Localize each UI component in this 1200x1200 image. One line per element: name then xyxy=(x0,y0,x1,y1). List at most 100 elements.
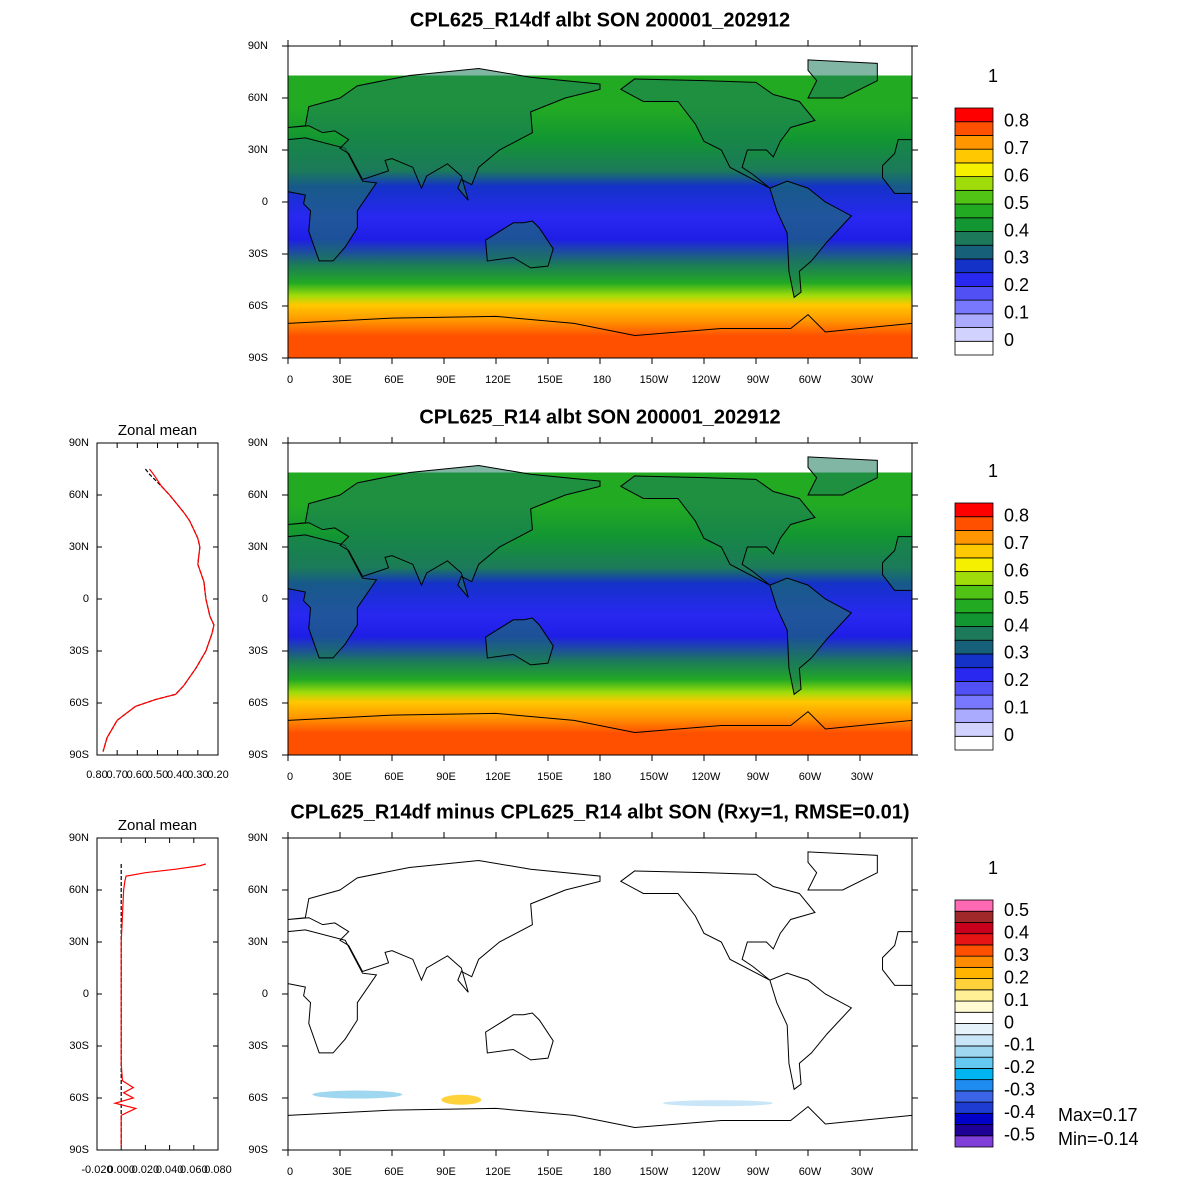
lat-tick-label: 30N xyxy=(248,541,268,553)
coastline xyxy=(287,465,601,598)
colorbar-label: 0.8 xyxy=(1004,505,1029,525)
lat-tick-label: 30S xyxy=(248,1040,268,1052)
lon-tick-label: 120E xyxy=(485,771,511,783)
x-tick-label: 0.70 xyxy=(106,769,127,781)
colorbar-box xyxy=(954,203,994,219)
map-title: CPL625_R14df minus CPL625_R14 albt SON (… xyxy=(290,801,909,823)
colorbar-box xyxy=(954,244,994,260)
colorbar-box xyxy=(954,910,994,923)
x-tick-label: 0.40 xyxy=(167,769,188,781)
lon-tick-label: 30W xyxy=(851,771,874,783)
lon-tick-label: 60W xyxy=(799,1166,822,1178)
lon-tick-label: 120W xyxy=(692,374,721,386)
x-tick-label: 0.20 xyxy=(207,769,228,781)
x-tick-label: 0.000 xyxy=(107,1164,135,1176)
colorbar-label: -0.2 xyxy=(1004,1057,1035,1077)
colorbar-box xyxy=(954,516,994,531)
coastline xyxy=(287,710,913,733)
colorbar-box xyxy=(954,121,994,136)
lon-tick-label: 90W xyxy=(747,771,770,783)
lon-tick-label: 150W xyxy=(640,374,669,386)
chart-title: Zonal mean xyxy=(118,422,197,439)
colorbar-label: 0.3 xyxy=(1004,643,1029,663)
colorbar-label: 0.4 xyxy=(1004,220,1029,240)
colorbar-label: 0.4 xyxy=(1004,922,1029,942)
colorbar-label: 0.1 xyxy=(1004,698,1029,718)
colorbar-label: 0.1 xyxy=(1004,303,1029,323)
colorbar-box xyxy=(954,1112,994,1125)
lon-tick-label: 180 xyxy=(593,771,611,783)
colorbar-box xyxy=(954,189,994,205)
lat-tick-label: 0 xyxy=(262,593,268,605)
lon-tick-label: 30W xyxy=(851,374,874,386)
lat-tick-label: 30N xyxy=(248,144,268,156)
lon-tick-label: 30E xyxy=(332,771,352,783)
lat-tick-label: 60N xyxy=(248,884,268,896)
colorbar-label: -0.5 xyxy=(1004,1125,1035,1145)
colorbar-label: 0.8 xyxy=(1004,110,1029,130)
stat-label: Max=0.17 xyxy=(1058,1105,1138,1125)
lon-tick-label: 90E xyxy=(436,1166,456,1178)
colorbar-units: 1 xyxy=(988,66,998,86)
colorbar-box xyxy=(954,231,994,246)
coastline xyxy=(287,534,378,659)
lon-tick-label: 90E xyxy=(436,374,456,386)
lon-tick-label: 30E xyxy=(332,1166,352,1178)
x-tick-label: 0.80 xyxy=(86,769,107,781)
lat-tick-label: 90S xyxy=(248,352,268,364)
coastline xyxy=(287,137,378,262)
lat-tick-label: 90S xyxy=(248,1144,268,1156)
map-title: CPL625_R14 albt SON 200001_202912 xyxy=(419,406,780,428)
colorbar-box xyxy=(954,272,994,287)
colorbar-box xyxy=(954,1045,994,1058)
colorbar-box xyxy=(954,1101,994,1114)
zonal-line xyxy=(102,468,215,752)
colorbar-box xyxy=(954,899,994,912)
colorbar-box xyxy=(954,966,994,979)
colorbar-box xyxy=(954,1000,994,1013)
colorbar-label: -0.1 xyxy=(1004,1035,1035,1055)
colorbar-label: 0 xyxy=(1004,725,1014,745)
zonal-line xyxy=(112,863,207,1147)
coastline xyxy=(485,1012,554,1061)
diff-patch xyxy=(662,1100,773,1107)
coastline xyxy=(807,456,878,496)
colorbar-box xyxy=(954,1090,994,1103)
x-tick-label: 0.060 xyxy=(180,1164,208,1176)
map-field xyxy=(288,838,912,1150)
colorbar-box xyxy=(954,148,994,164)
colorbar-box xyxy=(954,978,994,991)
colorbar-label: 0.5 xyxy=(1004,588,1029,608)
lon-tick-label: 120W xyxy=(692,771,721,783)
lon-tick-label: 0 xyxy=(287,1166,293,1178)
y-tick-label: 30S xyxy=(69,645,89,657)
lat-tick-label: 60S xyxy=(248,300,268,312)
lat-tick-label: 30S xyxy=(248,645,268,657)
lat-tick-label: 60S xyxy=(248,1092,268,1104)
colorbar-box xyxy=(954,1034,994,1047)
colorbar-label: -0.3 xyxy=(1004,1080,1035,1100)
diff-patch xyxy=(312,1090,403,1099)
lon-tick-label: 60E xyxy=(384,771,404,783)
colorbar-box xyxy=(954,722,994,737)
colorbar-box xyxy=(954,162,994,178)
colorbar-label: 0.3 xyxy=(1004,945,1029,965)
x-tick-label: 0.30 xyxy=(187,769,208,781)
coastline xyxy=(807,59,878,99)
colorbar-box xyxy=(954,176,994,191)
colorbar-box xyxy=(954,989,994,1002)
coastline xyxy=(287,313,913,336)
colorbar-label: 0 xyxy=(1004,330,1014,350)
lon-tick-label: 120E xyxy=(485,374,511,386)
colorbar-box xyxy=(954,107,994,123)
x-tick-label: 0.60 xyxy=(127,769,148,781)
colorbar-box xyxy=(954,1068,994,1081)
colorbar-box xyxy=(954,612,994,627)
colorbar-box xyxy=(954,955,994,968)
coastline xyxy=(882,931,913,986)
coastline xyxy=(619,475,816,586)
colorbar-label: 0.2 xyxy=(1004,275,1029,295)
lat-tick-label: 30S xyxy=(248,248,268,260)
lon-tick-label: 120W xyxy=(692,1166,721,1178)
